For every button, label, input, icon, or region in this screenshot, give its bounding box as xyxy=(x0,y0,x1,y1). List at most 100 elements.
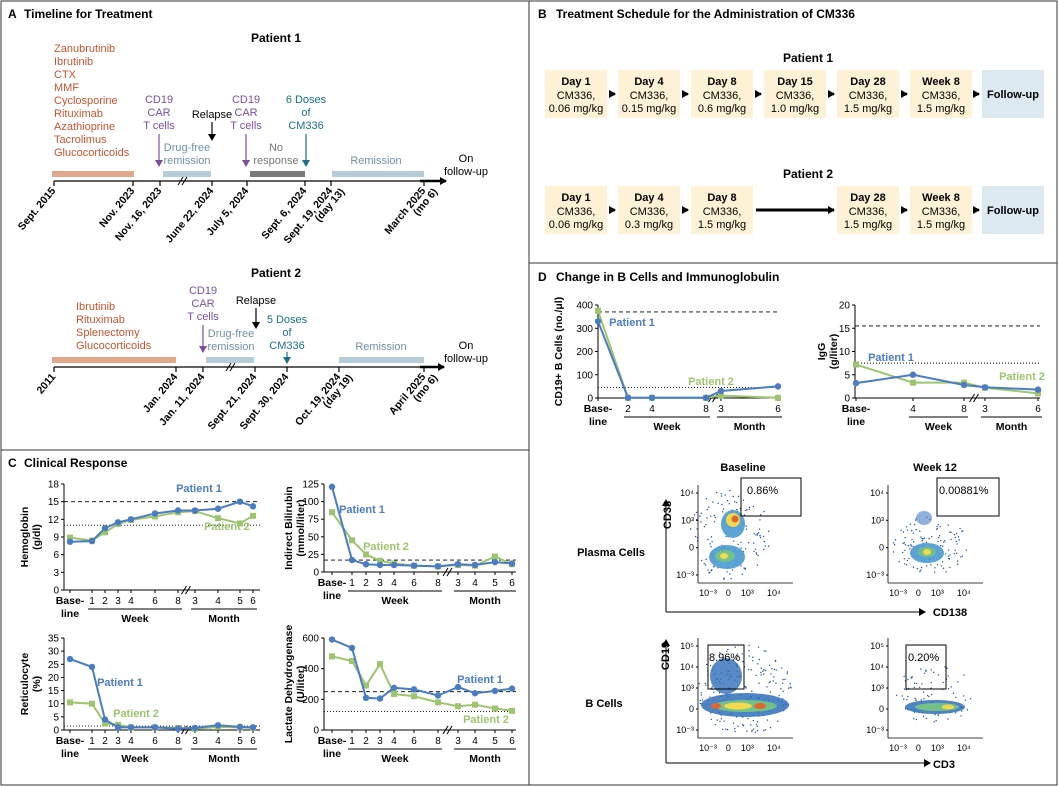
flow-event xyxy=(770,673,772,675)
flow-event xyxy=(894,539,897,541)
flow-event xyxy=(723,578,725,580)
flow-event xyxy=(960,715,962,717)
data-point-patient-2 xyxy=(349,658,355,664)
flow-event xyxy=(734,727,736,730)
x-tick-label: 2 xyxy=(102,736,108,747)
follow-up-label: Follow-up xyxy=(987,89,1039,101)
x-tick-label: 3 xyxy=(455,736,461,747)
flow-event xyxy=(762,535,765,538)
x-tick-label: 8 xyxy=(961,404,967,415)
flow-y-tick: 10⁴ xyxy=(870,488,884,498)
flow-event xyxy=(703,526,706,528)
data-point-patient-1 xyxy=(66,655,74,663)
series-label: Patient 1 xyxy=(97,677,143,689)
x-tick-label: 3 xyxy=(115,736,121,747)
x-tick-label: Base- xyxy=(318,577,347,589)
flow-event xyxy=(955,540,957,543)
flow-x-tick: 10⁻³ xyxy=(699,743,717,753)
flow-event xyxy=(699,699,702,702)
flow-event xyxy=(764,729,767,731)
x-tick-label: line xyxy=(61,748,79,760)
flow-event xyxy=(751,729,753,732)
flow-density xyxy=(923,549,931,555)
flow-event xyxy=(902,542,904,545)
flow-event xyxy=(700,694,703,696)
x-tick-label: 6 xyxy=(411,578,417,589)
flow-event xyxy=(789,683,791,685)
flow-event xyxy=(934,567,936,569)
flow-event xyxy=(946,667,948,669)
p1-axis-break xyxy=(177,176,188,186)
p2-drug: Ibrutinib xyxy=(76,301,115,313)
flow-plot-area xyxy=(888,485,983,583)
axis-break xyxy=(442,567,449,577)
x-tick-label: 4 xyxy=(910,404,916,415)
month-label: Month xyxy=(996,421,1028,433)
y-tick-label: 300 xyxy=(576,324,593,335)
flow-event xyxy=(939,544,942,547)
flow-event xyxy=(784,678,786,681)
flow-event xyxy=(904,544,907,546)
flow-event xyxy=(747,717,749,720)
flow-event xyxy=(711,541,713,543)
panel-c: C Clinical Response 0369121518Base-line1… xyxy=(8,456,516,765)
flow-plot-area xyxy=(888,638,983,738)
flow-event xyxy=(764,669,767,672)
data-point-patient-1 xyxy=(114,724,122,731)
flow-event xyxy=(768,681,770,684)
x-tick-label: 3 xyxy=(982,404,988,415)
y-axis-label: Indirect Bilirubin xyxy=(283,486,295,569)
p1-follow-label: On xyxy=(459,153,474,165)
data-point-patient-1 xyxy=(88,537,96,545)
flow-event xyxy=(751,690,753,692)
flow-event xyxy=(737,495,740,498)
dose-box xyxy=(910,186,972,234)
flow-density xyxy=(754,703,766,709)
flow-event xyxy=(763,540,765,543)
data-point-patient-2 xyxy=(1035,390,1041,397)
y-tick-label: 400 xyxy=(302,664,319,675)
flow-x-tick: 0 xyxy=(916,588,921,598)
flow-event xyxy=(957,563,959,565)
axis-break xyxy=(446,567,453,577)
data-point-patient-1 xyxy=(648,394,656,401)
x-tick-label: Base- xyxy=(584,403,613,415)
x-tick-label: 1 xyxy=(349,736,355,747)
flow-event xyxy=(903,542,906,544)
series-label: Patient 1 xyxy=(457,674,503,686)
flow-event xyxy=(928,695,930,698)
flow-x-tick: 10³ xyxy=(931,743,944,753)
flow-event xyxy=(955,696,957,698)
flow-event xyxy=(710,569,712,572)
x-tick-label: 6 xyxy=(411,736,417,747)
flow-event xyxy=(740,541,742,544)
flow-event xyxy=(901,695,903,697)
flow-x-tick: 10⁴ xyxy=(957,743,971,753)
series-line-patient-1 xyxy=(331,486,513,568)
flow-event xyxy=(937,714,939,717)
flow-event xyxy=(698,682,701,685)
dose-day: Day 1 xyxy=(561,192,590,204)
flow-event xyxy=(734,730,736,733)
flow-y-tick: 10⁵ xyxy=(680,641,694,651)
dose-amount: 0.15 mg/kg xyxy=(622,103,676,115)
flow-event xyxy=(912,545,914,548)
flow-event xyxy=(765,650,767,652)
data-point-patient-1 xyxy=(491,687,499,695)
axis-break xyxy=(442,725,449,735)
x-tick-label: 2 xyxy=(625,404,631,415)
flow-event xyxy=(956,543,958,545)
data-point-patient-1 xyxy=(328,483,336,491)
x-tick-label: 4 xyxy=(215,736,221,747)
axis-break xyxy=(973,393,979,403)
flow-event xyxy=(939,526,941,528)
flow-event xyxy=(775,682,777,684)
data-point-patient-2 xyxy=(492,705,498,712)
flow-event xyxy=(947,718,949,720)
flow-event xyxy=(781,667,783,669)
dose-box xyxy=(910,70,972,118)
data-point-patient-2 xyxy=(718,392,724,399)
x-tick-label: 4 xyxy=(472,736,478,747)
y-tick-label: 10 xyxy=(48,699,60,710)
flow-event xyxy=(921,683,923,685)
